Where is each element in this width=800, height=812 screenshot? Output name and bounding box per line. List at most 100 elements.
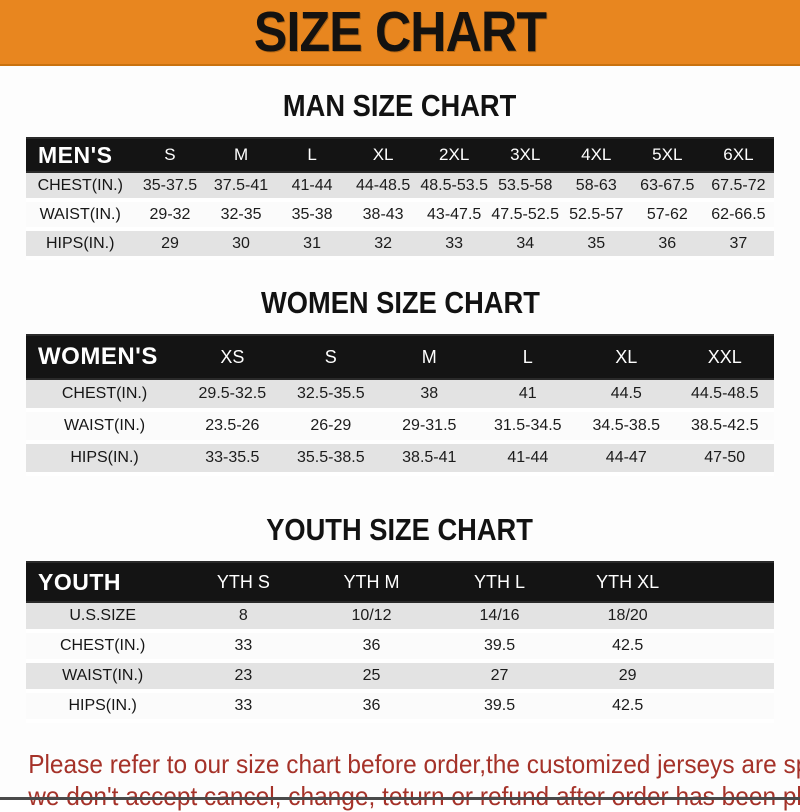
image-bottom-edge: [0, 797, 800, 800]
size-value-cell: 43-47.5: [418, 202, 490, 231]
size-column-header: YTH XL: [563, 561, 692, 603]
size-column-header: M: [205, 137, 277, 173]
size-value-cell: 33: [179, 633, 308, 663]
size-value-cell: 32.5-35.5: [281, 380, 381, 412]
size-value-cell: 36: [307, 633, 436, 663]
order-notice-line1: Please refer to our size chart before or…: [28, 749, 800, 779]
row-label: U.S.SIZE: [26, 603, 180, 633]
size-value-cell: 38.5-41: [380, 444, 479, 476]
size-value-cell: 47-50: [675, 444, 774, 476]
size-value-cell: 14/16: [435, 603, 564, 633]
youth-size-chart-title-text: YOUTH SIZE CHART: [266, 512, 534, 547]
table-row: CHEST(IN.) 35-37.5 37.5-41 41-44 44-48.5 48.5…: [26, 173, 774, 202]
size-value-cell: 27: [435, 663, 564, 693]
size-value-cell: 67.5-72: [702, 173, 774, 202]
man-size-chart-title: MAN SIZE CHART: [0, 88, 800, 123]
table-row: CHEST(IN.) 33 36 39.5 42.5: [26, 633, 774, 663]
women-size-chart-title-text: WOMEN SIZE CHART: [260, 285, 540, 320]
empty-cell: [691, 663, 774, 693]
size-value-cell: 30: [205, 231, 277, 260]
size-value-cell: 29-32: [134, 202, 206, 231]
size-value-cell: 35: [560, 231, 632, 260]
size-value-cell: 41: [478, 380, 578, 412]
size-value-cell: 38.5-42.5: [675, 412, 774, 444]
size-value-cell: 37: [702, 231, 774, 260]
table-row: CHEST(IN.) 29.5-32.5 32.5-35.5 38 41 44.5 44.5…: [26, 380, 774, 412]
man-size-chart-title-text: MAN SIZE CHART: [283, 88, 517, 123]
size-value-cell: 42.5: [563, 693, 692, 723]
men-size-table: MEN'S S M L XL 2XL 3XL 4XL 5XL 6XL CHEST(IN.) 35-37…: [26, 137, 774, 260]
size-column-header: YTH S: [179, 561, 308, 603]
size-value-cell: 18/20: [563, 603, 692, 633]
table-header-row: WOMEN'S XS S M L XL XXL: [26, 334, 774, 380]
size-value-cell: 33: [179, 693, 308, 723]
women-size-table: WOMEN'S XS S M L XL XXL CHEST(IN.) 29.5-32.5 32.5…: [26, 334, 774, 476]
table-header-label: YOUTH: [26, 561, 180, 603]
empty-cell: [691, 603, 774, 633]
size-value-cell: 32-35: [205, 202, 277, 231]
size-value-cell: 10/12: [307, 603, 436, 633]
size-value-cell: 39.5: [435, 693, 564, 723]
youth-size-chart-title: YOUTH SIZE CHART: [0, 512, 800, 547]
size-value-cell: 57-62: [631, 202, 703, 231]
size-column-header: S: [281, 334, 381, 380]
size-column-header: 2XL: [418, 137, 490, 173]
size-value-cell: 44-48.5: [347, 173, 419, 202]
size-value-cell: 33-35.5: [183, 444, 282, 476]
size-column-header: L: [478, 334, 578, 380]
size-value-cell: 25: [307, 663, 436, 693]
table-row: HIPS(IN.) 33-35.5 35.5-38.5 38.5-41 41-44 44-…: [26, 444, 774, 476]
table-row: WAIST(IN.) 23 25 27 29: [26, 663, 774, 693]
size-value-cell: 48.5-53.5: [418, 173, 490, 202]
size-value-cell: 32: [347, 231, 419, 260]
empty-cell: [691, 633, 774, 663]
size-value-cell: 62-66.5: [702, 202, 774, 231]
size-column-header: YTH L: [435, 561, 564, 603]
size-value-cell: 63-67.5: [631, 173, 703, 202]
table-row: HIPS(IN.) 29 30 31 32 33 34 35 36 37: [26, 231, 774, 260]
size-value-cell: 23: [179, 663, 308, 693]
empty-header-cell: [691, 561, 774, 603]
row-label: WAIST(IN.): [26, 202, 135, 231]
women-size-chart-title: WOMEN SIZE CHART: [0, 285, 800, 320]
size-value-cell: 29-31.5: [380, 412, 479, 444]
size-column-header: YTH M: [307, 561, 436, 603]
size-value-cell: 47.5-52.5: [489, 202, 561, 231]
size-column-header: S: [134, 137, 206, 173]
order-notice: Please refer to our size chart before or…: [0, 749, 800, 812]
size-value-cell: 29: [134, 231, 206, 260]
size-value-cell: 39.5: [435, 633, 564, 663]
row-label: HIPS(IN.): [26, 444, 184, 476]
size-column-header: XXL: [675, 334, 774, 380]
size-value-cell: 23.5-26: [183, 412, 282, 444]
size-value-cell: 58-63: [560, 173, 632, 202]
size-column-header: XL: [577, 334, 676, 380]
size-chart-banner: SIZE CHART: [0, 0, 800, 66]
size-value-cell: 44.5: [577, 380, 676, 412]
empty-cell: [691, 693, 774, 723]
size-column-header: 4XL: [560, 137, 632, 173]
row-label: HIPS(IN.): [26, 231, 135, 260]
table-header-row: MEN'S S M L XL 2XL 3XL 4XL 5XL 6XL: [26, 137, 774, 173]
table-header-label: WOMEN'S: [26, 334, 184, 380]
size-value-cell: 52.5-57: [560, 202, 632, 231]
table-header-label: MEN'S: [26, 137, 135, 173]
size-value-cell: 29.5-32.5: [183, 380, 282, 412]
size-value-cell: 35-38: [276, 202, 348, 231]
size-column-header: XL: [347, 137, 419, 173]
size-value-cell: 38-43: [347, 202, 419, 231]
row-label: WAIST(IN.): [26, 663, 180, 693]
size-value-cell: 34.5-38.5: [577, 412, 676, 444]
size-value-cell: 41-44: [276, 173, 348, 202]
table-header-row: YOUTH YTH S YTH M YTH L YTH XL: [26, 561, 774, 603]
size-value-cell: 26-29: [281, 412, 381, 444]
size-value-cell: 37.5-41: [205, 173, 277, 202]
size-column-header: L: [276, 137, 348, 173]
row-label: CHEST(IN.): [26, 173, 135, 202]
youth-size-table: YOUTH YTH S YTH M YTH L YTH XL U.S.SIZE 8 10/12…: [26, 561, 774, 723]
size-value-cell: 35.5-38.5: [281, 444, 381, 476]
size-value-cell: 8: [179, 603, 308, 633]
table-row: WAIST(IN.) 23.5-26 26-29 29-31.5 31.5-34.5 34…: [26, 412, 774, 444]
row-label: WAIST(IN.): [26, 412, 184, 444]
